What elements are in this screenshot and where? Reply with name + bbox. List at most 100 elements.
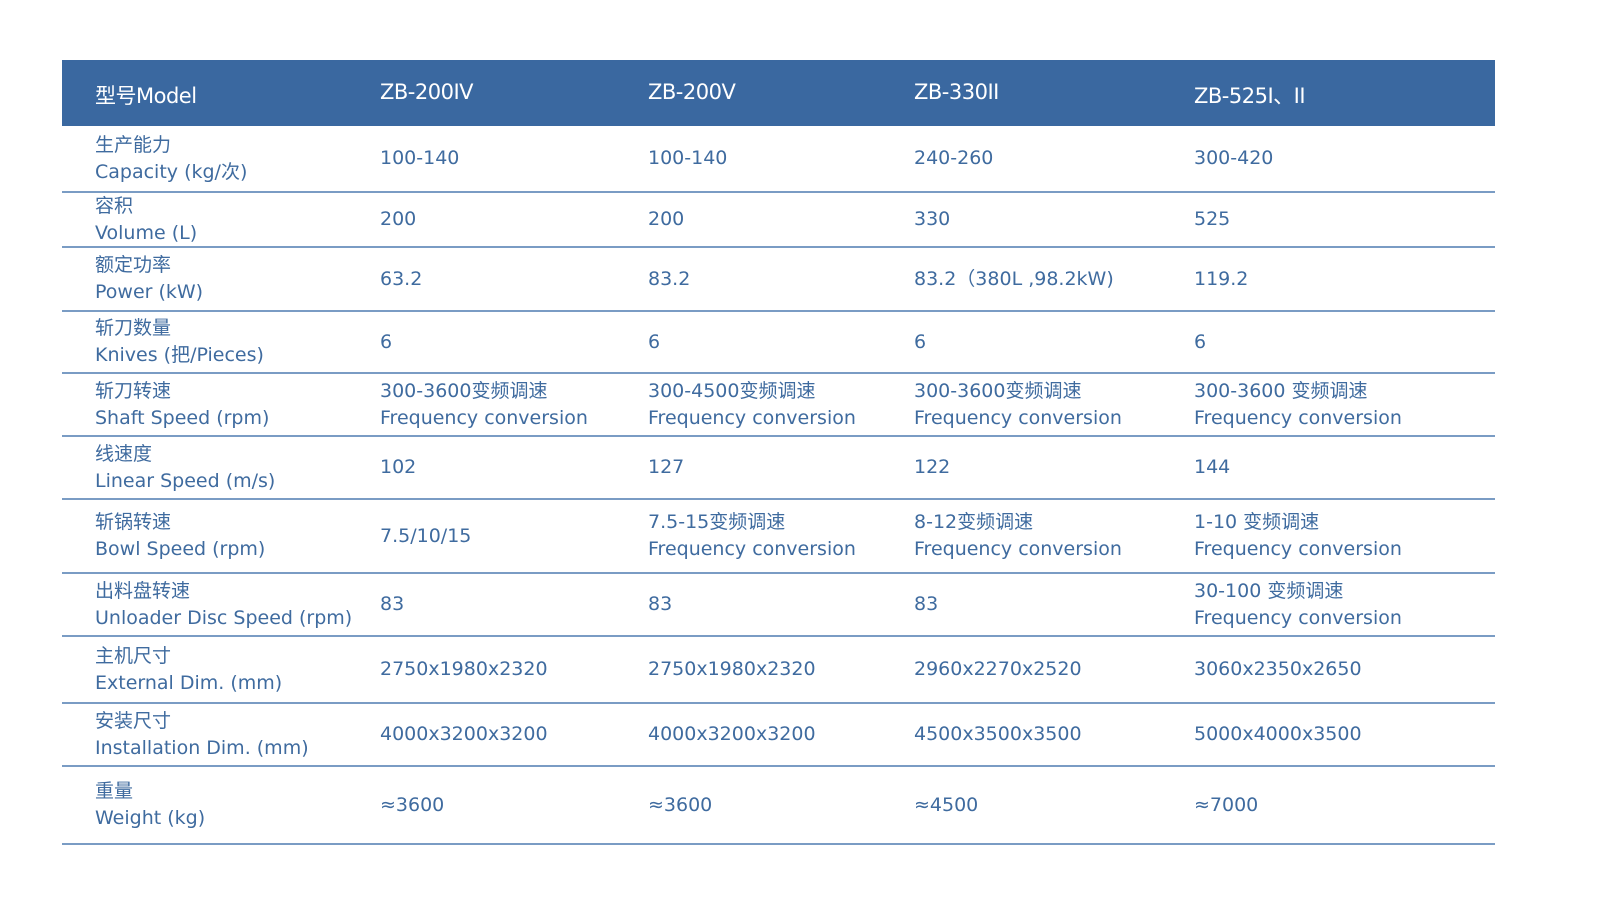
row-label-cn: 主机尺寸	[95, 644, 172, 667]
cell-text: 4500x3500x3500	[914, 723, 1082, 745]
row-label-cn: 安装尺寸	[95, 709, 172, 732]
row-label-cn: 线速度	[95, 442, 153, 465]
table-cell: 6	[380, 312, 392, 372]
spec-table: 型号Model ZB-200IV ZB-200V ZB-330II ZB-525…	[62, 60, 1495, 845]
table-cell: 8-12变频调速 Frequency conversion	[914, 500, 1122, 572]
row-label: 生产能力 Capacity (kg/次)	[95, 126, 247, 191]
row-label-cn: 斩刀数量	[95, 317, 172, 339]
table-cell: ≈7000	[1194, 767, 1258, 843]
row-label: 重量 Weight (kg)	[95, 767, 205, 843]
cell-text: 83.2（380L ,98.2kW)	[914, 267, 1114, 290]
cell-text: 2750x1980x2320	[648, 658, 816, 680]
table-cell: 5000x4000x3500	[1194, 704, 1362, 765]
cell-text: Frequency conversion	[914, 538, 1122, 560]
cell-text: 300-3600变频调速	[380, 379, 548, 402]
table-header: 型号Model ZB-200IV ZB-200V ZB-330II ZB-525…	[62, 60, 1495, 126]
cell-text: 8-12变频调速	[914, 511, 1034, 533]
table-cell: 2960x2270x2520	[914, 637, 1082, 702]
table-cell: 83.2（380L ,98.2kW)	[914, 248, 1114, 310]
row-label: 额定功率 Power (kW)	[95, 248, 203, 310]
table-cell: 6	[914, 312, 926, 372]
cell-text: 2750x1980x2320	[380, 658, 548, 680]
table-cell: 525	[1194, 193, 1230, 246]
table-cell: 300-420	[1194, 126, 1273, 191]
table-cell: 83	[648, 574, 672, 635]
table-cell: 200	[648, 193, 684, 246]
cell-text: 1-10 变频调速	[1194, 511, 1320, 533]
table-cell: 300-3600 变频调速 Frequency conversion	[1194, 374, 1402, 435]
table-cell: 3060x2350x2650	[1194, 637, 1362, 702]
cell-text: ≈7000	[1194, 793, 1259, 816]
cell-text: Frequency conversion	[1194, 406, 1402, 429]
cell-text: 300-4500变频调速	[648, 379, 816, 402]
table-cell: 200	[380, 193, 416, 246]
cell-text: 7.5/10/15	[380, 524, 472, 547]
cell-text: ≈4500	[914, 793, 979, 816]
row-label-cn: 容积	[95, 194, 134, 217]
cell-text: 3060x2350x2650	[1194, 658, 1362, 680]
table-body: 生产能力 Capacity (kg/次) 100-140 100-140 240-260…	[62, 126, 1495, 845]
row-label-en: Power (kW)	[95, 281, 204, 303]
row-label: 斩锅转速 Bowl Speed (rpm)	[95, 500, 265, 572]
cell-text: 144	[1194, 456, 1231, 478]
table-cell: 102	[380, 437, 416, 498]
table-row: 出料盘转速 Unloader Disc Speed (rpm) 83 83 83 30-1…	[62, 574, 1495, 637]
table-cell: 30-100 变频调速 Frequency conversion	[1194, 574, 1402, 635]
row-label-en: Capacity (kg/次)	[95, 160, 248, 183]
header-model: 型号Model	[95, 84, 197, 108]
table-cell: 300-3600变频调速 Frequency conversion	[380, 374, 588, 435]
cell-text: Frequency conversion	[914, 406, 1122, 429]
cell-text: 300-420	[1194, 147, 1274, 169]
cell-text: 6	[380, 330, 393, 353]
table-row: 斩刀数量 Knives (把/Pieces) 6 6 6 6	[62, 312, 1495, 374]
cell-text: 83	[914, 593, 939, 615]
cell-text: 200	[648, 208, 685, 230]
table-cell: 300-3600变频调速 Frequency conversion	[914, 374, 1122, 435]
header-col: ZB-330II	[914, 80, 999, 104]
cell-text: Frequency conversion	[1194, 538, 1402, 560]
cell-text: 119.2	[1194, 267, 1249, 290]
cell-text: ≈3600	[380, 793, 445, 816]
row-label-cn: 斩刀转速	[95, 379, 172, 402]
table-cell: 119.2	[1194, 248, 1248, 310]
table-cell: 330	[914, 193, 950, 246]
cell-text: 83	[380, 593, 405, 615]
table-cell: ≈3600	[648, 767, 712, 843]
cell-text: 102	[380, 456, 417, 478]
row-label-cn: 重量	[95, 780, 134, 802]
header-col: ZB-200IV	[380, 80, 474, 104]
row-label: 斩刀转速 Shaft Speed (rpm)	[95, 374, 269, 435]
row-label: 容积 Volume (L)	[95, 193, 197, 246]
row-label-en: Bowl Speed (rpm)	[95, 538, 266, 560]
row-label-en: Shaft Speed (rpm)	[95, 406, 270, 429]
cell-text: 6	[1194, 330, 1207, 353]
cell-text: 7.5-15变频调速	[648, 511, 786, 533]
table-cell: 4000x3200x3200	[648, 704, 816, 765]
table-cell: ≈3600	[380, 767, 444, 843]
table-cell: 2750x1980x2320	[648, 637, 816, 702]
cell-text: 300-3600 变频调速	[1194, 379, 1368, 402]
table-cell: 63.2	[380, 248, 422, 310]
cell-text: Frequency conversion	[1194, 606, 1402, 629]
table-row: 主机尺寸 External Dim. (mm) 2750x1980x2320 2750…	[62, 637, 1495, 704]
cell-text: 127	[648, 456, 685, 478]
cell-text: 83	[648, 593, 673, 615]
row-label: 线速度 Linear Speed (m/s)	[95, 437, 275, 498]
cell-text: 4000x3200x3200	[648, 723, 816, 745]
table-cell: 122	[914, 437, 950, 498]
cell-text: 200	[380, 208, 417, 230]
table-row: 斩锅转速 Bowl Speed (rpm) 7.5/10/15 7.5-15变频调速 F…	[62, 500, 1495, 574]
cell-text: 2960x2270x2520	[914, 658, 1082, 680]
table-cell: 6	[648, 312, 660, 372]
row-label-en: Installation Dim. (mm)	[95, 736, 309, 759]
cell-text: Frequency conversion	[380, 406, 588, 429]
cell-text: ≈3600	[648, 793, 713, 816]
row-label: 出料盘转速 Unloader Disc Speed (rpm)	[95, 574, 352, 635]
row-label: 安装尺寸 Installation Dim. (mm)	[95, 704, 309, 765]
table-row: 重量 Weight (kg) ≈3600 ≈3600 ≈4500 ≈7000	[62, 767, 1495, 845]
cell-text: 240-260	[914, 147, 994, 169]
table-cell: 7.5-15变频调速 Frequency conversion	[648, 500, 856, 572]
table-cell: 100-140	[380, 126, 459, 191]
table-cell: 2750x1980x2320	[380, 637, 548, 702]
row-label: 主机尺寸 External Dim. (mm)	[95, 637, 282, 702]
